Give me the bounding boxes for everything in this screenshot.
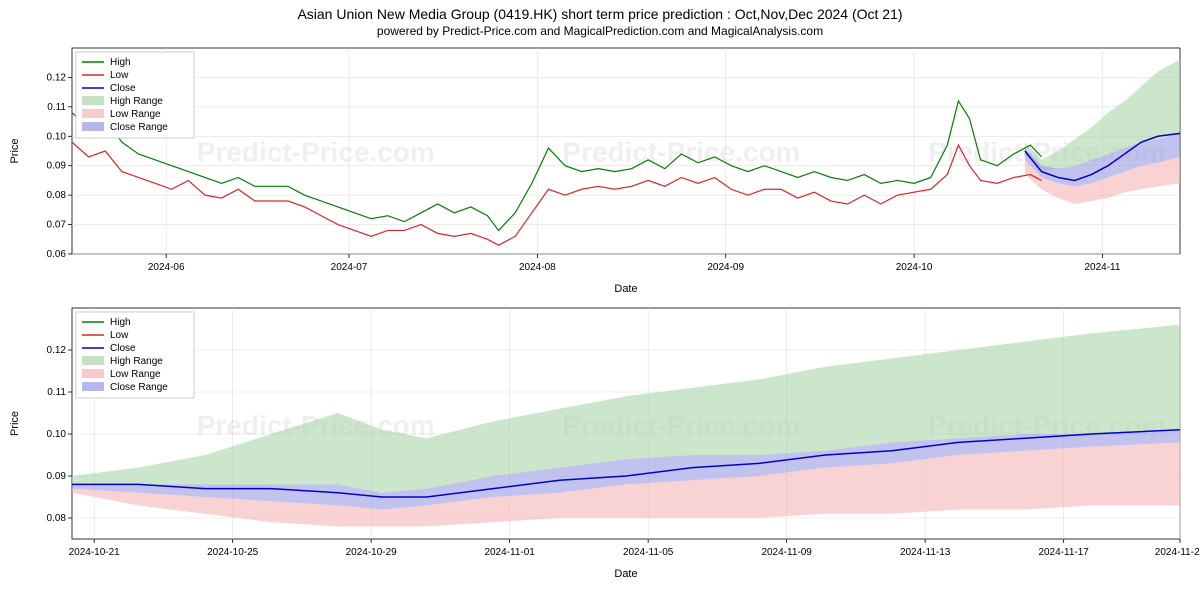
svg-text:Low: Low	[110, 330, 129, 341]
svg-text:Price: Price	[9, 138, 21, 163]
svg-text:2024-10-25: 2024-10-25	[207, 547, 259, 558]
svg-text:Low Range: Low Range	[110, 109, 161, 120]
svg-text:2024-11-17: 2024-11-17	[1038, 547, 1089, 558]
svg-text:2024-11-21: 2024-11-21	[1155, 547, 1200, 558]
page-title: Asian Union New Media Group (0419.HK) sh…	[0, 0, 1200, 22]
svg-text:0.08: 0.08	[47, 513, 67, 524]
svg-text:Close: Close	[110, 83, 136, 94]
svg-text:2024-11: 2024-11	[1084, 262, 1120, 273]
svg-text:Low: Low	[110, 70, 129, 81]
svg-text:0.08: 0.08	[47, 190, 67, 201]
svg-text:Date: Date	[614, 568, 637, 580]
svg-text:Low Range: Low Range	[110, 369, 161, 380]
svg-text:2024-11-05: 2024-11-05	[623, 547, 674, 558]
page-subtitle: powered by Predict-Price.com and Magical…	[0, 22, 1200, 38]
svg-text:0.07: 0.07	[47, 220, 67, 231]
svg-text:Predict-Price.com: Predict-Price.com	[562, 136, 800, 167]
svg-text:0.12: 0.12	[47, 72, 67, 83]
svg-text:High Range: High Range	[110, 96, 163, 107]
svg-text:High: High	[110, 317, 131, 328]
svg-text:Close Range: Close Range	[110, 122, 168, 133]
svg-text:0.09: 0.09	[47, 161, 67, 172]
bottom-chart: 0.08 0.09 0.10 0.11 0.12 2024-10-21 2024-10-25…	[0, 298, 1200, 583]
svg-text:0.11: 0.11	[47, 387, 66, 398]
svg-text:2024-10: 2024-10	[896, 262, 933, 273]
svg-text:2024-11-01: 2024-11-01	[484, 547, 535, 558]
svg-text:Price: Price	[9, 411, 21, 436]
svg-text:2024-08: 2024-08	[519, 262, 556, 273]
svg-text:2024-11-13: 2024-11-13	[900, 547, 951, 558]
svg-text:Close Range: Close Range	[110, 382, 168, 393]
svg-text:2024-10-21: 2024-10-21	[69, 547, 121, 558]
svg-text:0.06: 0.06	[47, 249, 67, 260]
svg-text:0.12: 0.12	[47, 345, 67, 356]
svg-text:2024-11-09: 2024-11-09	[761, 547, 812, 558]
svg-text:Predict-Price.com: Predict-Price.com	[197, 136, 435, 167]
svg-text:2024-09: 2024-09	[707, 262, 744, 273]
svg-text:High: High	[110, 57, 131, 68]
svg-text:0.10: 0.10	[47, 429, 67, 440]
svg-text:2024-06: 2024-06	[148, 262, 185, 273]
svg-text:High Range: High Range	[110, 356, 163, 367]
svg-text:0.09: 0.09	[47, 471, 67, 482]
top-chart: 0.06 0.07 0.08 0.09 0.10 0.11 0.12 2024-06 2024-…	[0, 38, 1200, 298]
svg-text:2024-10-29: 2024-10-29	[346, 547, 398, 558]
svg-text:0.11: 0.11	[47, 102, 66, 113]
svg-text:Date: Date	[614, 283, 637, 295]
svg-text:Close: Close	[110, 343, 136, 354]
svg-text:0.10: 0.10	[47, 131, 67, 142]
svg-text:2024-07: 2024-07	[331, 262, 368, 273]
